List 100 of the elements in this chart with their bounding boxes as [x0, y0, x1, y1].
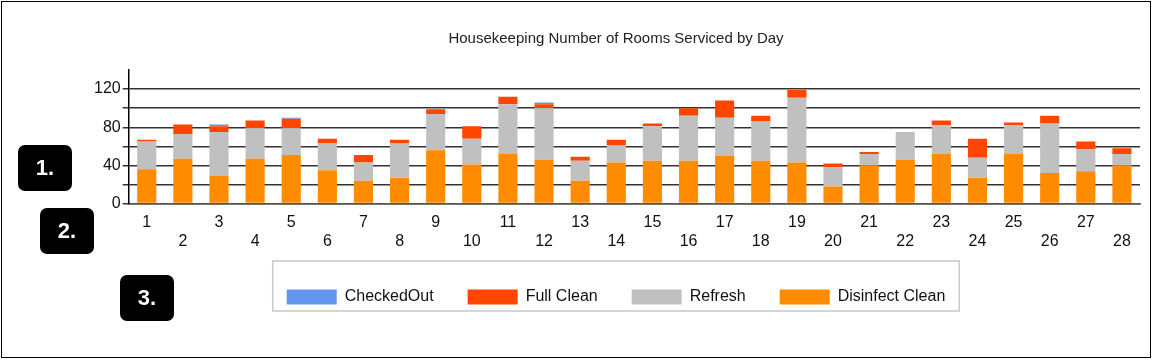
- bar: [173, 158, 193, 203]
- bar: [353, 162, 374, 181]
- bar: [787, 162, 807, 203]
- bar: [967, 138, 988, 158]
- x-tick-label: 16: [679, 231, 698, 249]
- y-tick-label: 40: [102, 155, 121, 173]
- x-tick-label: 19: [787, 212, 806, 230]
- bar: [751, 121, 771, 161]
- bar: [1112, 148, 1132, 154]
- bar: [426, 113, 446, 151]
- chart-title: Housekeeping Number of Rooms Serviced by Day: [448, 29, 785, 47]
- x-tick-label: 6: [322, 231, 332, 249]
- legend-label: CheckedOut: [344, 287, 435, 305]
- bar: [1076, 149, 1096, 172]
- bar: [281, 154, 301, 203]
- bar: [967, 157, 988, 178]
- bar: [1004, 153, 1024, 203]
- x-tick-label: 22: [896, 231, 915, 249]
- y-tick-label: 0: [111, 194, 121, 212]
- bar: [462, 164, 482, 203]
- bar: [534, 104, 554, 109]
- x-tick-label: 18: [751, 231, 770, 249]
- bar: [823, 186, 843, 203]
- x-tick-label: 26: [1040, 231, 1059, 249]
- bar: [209, 132, 229, 176]
- bar: [606, 162, 626, 203]
- bar: [751, 115, 771, 122]
- bar: [678, 160, 699, 203]
- bar: [281, 128, 301, 155]
- bar: [606, 145, 626, 163]
- bar: [137, 169, 157, 203]
- bar: [1112, 165, 1132, 203]
- x-tick-label: 15: [643, 212, 662, 230]
- bar: [1076, 171, 1096, 203]
- bar: [390, 143, 410, 178]
- x-tick-label: 25: [1004, 212, 1023, 230]
- bar: [353, 180, 374, 203]
- bar: [534, 159, 554, 203]
- bar: [317, 143, 337, 171]
- x-tick-label: 9: [431, 212, 441, 230]
- bar: [895, 159, 915, 203]
- bar: [209, 126, 229, 133]
- bar: [498, 153, 518, 203]
- bar: [462, 138, 482, 165]
- bar: [353, 154, 374, 163]
- bar: [1040, 173, 1060, 203]
- bar: [426, 109, 446, 114]
- bar: [931, 153, 951, 203]
- x-tick-label: 13: [571, 212, 590, 230]
- bar: [498, 96, 518, 105]
- x-tick-label: 23: [932, 212, 951, 230]
- legend-label: Refresh: [689, 287, 746, 305]
- x-tick-label: 2: [178, 231, 188, 249]
- bar: [570, 180, 590, 203]
- x-tick-label: 5: [286, 212, 296, 230]
- x-tick-label: 12: [535, 231, 554, 249]
- bar: [1004, 122, 1024, 126]
- bar: [534, 108, 554, 160]
- bar: [173, 133, 193, 159]
- x-tick-label: 14: [607, 231, 626, 249]
- x-tick-label: 10: [462, 231, 481, 249]
- bar: [245, 120, 265, 129]
- text: 1.: [18, 145, 72, 191]
- bar: [642, 160, 662, 203]
- bar: [1112, 153, 1132, 166]
- bar: [570, 156, 590, 161]
- text: 2.: [40, 208, 94, 254]
- x-tick-label: 27: [1076, 212, 1095, 230]
- bar: [787, 97, 807, 163]
- legend-label: Disinfect Clean: [837, 287, 946, 305]
- bar: [678, 108, 699, 116]
- bar: [570, 160, 590, 181]
- x-tick-label: 21: [860, 212, 879, 230]
- bar: [895, 132, 915, 160]
- bar: [967, 177, 988, 203]
- bar: [245, 128, 265, 159]
- bar: [678, 115, 699, 161]
- bar: [931, 125, 951, 154]
- y-tick-label: 80: [102, 117, 121, 135]
- bar: [173, 124, 193, 134]
- x-tick-label: 7: [359, 212, 369, 230]
- y-tick-label: 120: [93, 79, 121, 97]
- x-tick-label: 4: [250, 231, 260, 249]
- bar: [1076, 141, 1096, 150]
- bar: [137, 141, 157, 170]
- x-tick-label: 28: [1113, 231, 1131, 249]
- bar: [715, 100, 735, 118]
- x-tick-label: 20: [824, 231, 842, 249]
- bar: [209, 175, 229, 203]
- bar: [317, 170, 337, 203]
- bar: [426, 150, 446, 203]
- bar: [642, 126, 662, 161]
- bar: [498, 104, 518, 154]
- bar: [245, 158, 265, 203]
- x-tick-label: 11: [499, 212, 517, 230]
- x-tick-label: 3: [214, 212, 224, 230]
- legend-label: Full Clean: [525, 287, 598, 305]
- bar: [1004, 125, 1024, 154]
- text: 3.: [120, 275, 174, 321]
- x-tick-label: 1: [142, 212, 152, 230]
